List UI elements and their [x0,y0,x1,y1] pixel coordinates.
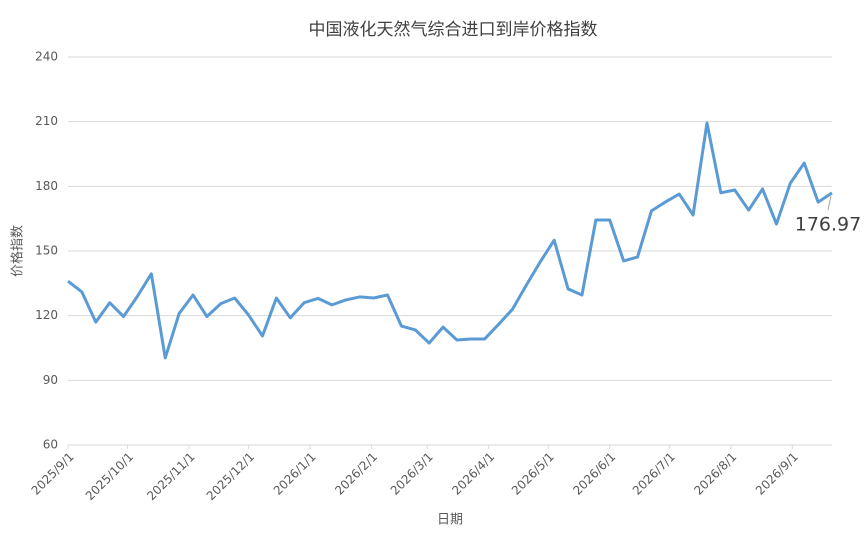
x-tick-label: 2026/7/1 [630,450,678,498]
x-tick-label: 2025/9/1 [29,450,77,498]
y-tick-label: 210 [35,114,58,128]
x-tick-label: 2026/5/1 [509,450,557,498]
y-tick-label: 90 [43,373,58,387]
line [67,121,833,360]
y-tick-label: 150 [35,244,58,258]
y-tick-label: 60 [43,438,58,452]
x-tick-label: 2026/9/1 [753,450,801,498]
x-tick-label: 2026/1/1 [271,450,319,498]
x-tick-label: 2026/4/1 [449,450,497,498]
x-tick-label: 2026/6/1 [570,450,618,498]
leader-line [827,195,832,210]
y-tick-label: 180 [35,179,58,193]
y-axis-label: 价格指数 [10,225,26,277]
x-tick-label: 2025/12/1 [204,450,257,503]
data-label: 176.97 [795,213,861,235]
x-tick-label: 2026/8/1 [691,450,739,498]
y-tick-label: 120 [35,308,58,322]
x-tick-label: 2025/10/1 [83,450,136,503]
chart-title: 中国液化天然气综合进口到岸价格指数 [309,20,598,40]
x-tick-label: 2026/3/1 [388,450,436,498]
x-tick-label: 2026/2/1 [332,450,380,498]
y-tick-label: 240 [35,50,58,64]
x-tick-label: 2025/11/1 [144,450,197,503]
x-axis-label: 日期 [437,513,463,528]
